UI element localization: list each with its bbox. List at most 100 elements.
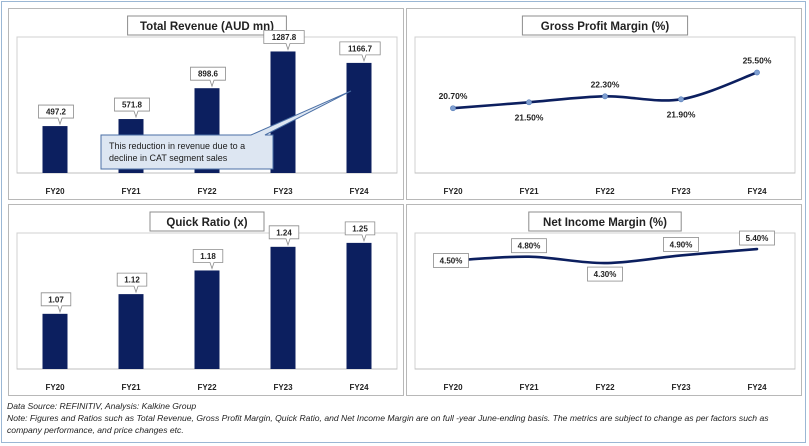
quick-ratio-chart-panel: Quick Ratio (x) FY20 FY21 FY22 FY23 FY24 1.07 1… [8,204,404,396]
data-label: 21.50% [515,112,544,122]
data-label: 497.2 [46,108,67,117]
disclaimer-note: Note: Figures and Ratios such as Total R… [7,413,769,435]
data-label: 4.50% [440,257,463,266]
data-label-box [663,237,699,252]
chart-title: Net Income Margin (%) [543,217,667,229]
data-label-box [268,225,300,247]
x-tick-label: FY24 [349,187,369,196]
footnotes: Data Source: REFINITIV, Analysis: Kalkin… [7,400,802,436]
x-tick-label: FY23 [671,187,691,196]
annotation-text: This reduction in revenue due to a [109,141,245,151]
data-label: 1287.8 [272,33,297,42]
data-label: 20.70% [439,91,468,101]
data-point [602,93,608,100]
x-tick-label: FY23 [671,383,691,392]
data-label: 4.30% [594,270,617,279]
data-label: 25.50% [743,56,772,66]
data-label-box [40,292,72,314]
data-point [450,105,456,112]
data-label-callout: 1.12 [116,272,148,294]
bar [270,246,296,369]
data-label: 1.18 [200,252,216,261]
x-tick-label: FY21 [519,187,539,196]
data-label: 1.12 [124,276,140,285]
data-label: 1.24 [276,228,292,237]
bar [346,242,372,369]
net-margin-chart-panel: Net Income Margin (%) FY20 FY21 FY22 FY23 FY2… [406,204,802,396]
data-point [526,99,532,106]
bar [42,126,68,173]
gross-margin-chart: Gross Profit Margin (%) FY20 FY21 FY22 FY23 F… [414,15,796,196]
bar [270,51,296,173]
x-tick-label: FY20 [443,187,463,196]
data-label-callout: 1.07 [40,292,72,314]
x-tick-label: FY24 [747,383,767,392]
x-tick-label: FY22 [197,187,217,196]
data-label-callout: 1166.7 [339,41,381,63]
plot-area [414,36,796,174]
annotation-text: decline in CAT segment sales [109,153,228,163]
data-label-box [739,230,775,246]
data-label-box [263,30,305,51]
chart-title-box [127,15,287,36]
data-point [754,69,760,76]
data-label-box [511,238,547,254]
data-label-box [339,41,381,63]
chart-title-box [149,211,265,232]
x-tick-label: FY22 [595,383,615,392]
x-tick-label: FY21 [519,383,539,392]
data-label: 4.90% [670,240,693,249]
bar [346,62,372,174]
data-point [678,96,684,103]
net-margin-chart: Net Income Margin (%) FY20 FY21 FY22 FY23 FY2… [414,211,796,392]
data-label: 1166.7 [348,44,373,53]
data-label-callout: 1287.8 [263,30,305,51]
x-tick-label: FY20 [443,383,463,392]
x-tick-label: FY21 [121,187,141,196]
data-label-callout: 898.6 [190,66,226,88]
data-label-box [587,266,623,282]
revenue-chart-panel: Total Revenue (AUD mn) FY20 FY21 FY22 FY23 FY… [8,8,404,200]
data-label-callout: 1.25 [344,221,376,243]
data-label: 5.40% [746,234,769,243]
x-tick-label: FY24 [747,187,767,196]
chart-title: Quick Ratio (x) [166,217,247,229]
data-label-box [190,66,226,88]
data-label-callout: 1.24 [268,225,300,247]
data-label-callout: 1.18 [192,249,224,270]
gross-margin-chart-panel: Gross Profit Margin (%) FY20 FY21 FY22 FY23 F… [406,8,802,200]
data-label-callout: 571.8 [114,97,150,119]
chart-title: Total Revenue (AUD mn) [140,21,274,33]
x-tick-label: FY20 [45,187,65,196]
data-label-box [116,272,148,294]
chart-title: Gross Profit Margin (%) [541,21,670,33]
data-label: 898.6 [198,70,219,79]
x-tick-label: FY21 [121,383,141,392]
data-label: 1.07 [48,295,64,304]
data-source-note: Data Source: REFINITIV, Analysis: Kalkin… [7,401,197,411]
data-label-box [433,253,469,268]
quick-ratio-chart: Quick Ratio (x) FY20 FY21 FY22 FY23 FY24 1.07 1… [16,211,398,392]
data-label: 1.25 [352,224,368,233]
x-tick-label: FY22 [197,383,217,392]
annotation-box [100,90,352,170]
series-line [451,71,759,110]
revenue-chart: Total Revenue (AUD mn) FY20 FY21 FY22 FY23 FY… [16,15,398,196]
annotation-callout: This reduction in revenue due to a declin… [100,90,352,170]
bar [118,294,144,369]
x-tick-label: FY23 [273,187,293,196]
bar [42,313,68,369]
chart-title-box [528,211,682,232]
plot-area [414,232,796,370]
data-label: 22.30% [591,79,620,89]
x-tick-label: FY23 [273,383,293,392]
data-label: 4.80% [518,242,541,251]
data-label-box [114,97,150,119]
series-line [451,247,759,265]
data-label-callout: 497.2 [38,104,74,126]
data-label-box [344,221,376,243]
x-tick-label: FY22 [595,187,615,196]
data-label-box [38,104,74,126]
bar [194,270,220,369]
